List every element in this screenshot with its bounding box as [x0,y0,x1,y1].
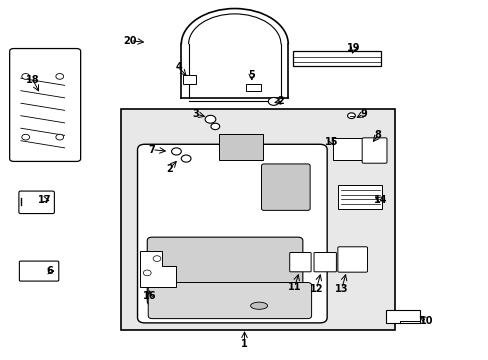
Text: 5: 5 [248,69,255,80]
Text: 4: 4 [175,63,182,72]
Text: 12: 12 [309,284,323,294]
FancyBboxPatch shape [20,261,59,281]
Text: 2: 2 [165,164,172,174]
FancyBboxPatch shape [337,247,367,272]
Text: 2: 2 [277,96,284,107]
FancyBboxPatch shape [313,252,336,272]
Polygon shape [140,251,176,287]
FancyBboxPatch shape [261,164,309,210]
FancyBboxPatch shape [385,310,419,323]
Text: 8: 8 [374,130,381,140]
Text: 13: 13 [334,284,348,294]
Circle shape [143,270,151,276]
FancyBboxPatch shape [338,185,381,209]
Text: 18: 18 [26,75,40,85]
FancyBboxPatch shape [137,144,326,323]
FancyBboxPatch shape [218,134,263,159]
Text: 10: 10 [419,316,433,326]
Text: 16: 16 [142,291,156,301]
Text: 20: 20 [123,36,137,46]
Text: 7: 7 [148,145,155,155]
Bar [120,109,394,330]
FancyBboxPatch shape [362,138,386,163]
FancyBboxPatch shape [10,49,81,161]
FancyBboxPatch shape [289,252,310,272]
Circle shape [268,98,279,105]
Text: 3: 3 [192,109,199,119]
FancyBboxPatch shape [246,84,261,91]
FancyBboxPatch shape [332,138,362,159]
FancyBboxPatch shape [148,283,311,319]
Text: 15: 15 [325,138,338,148]
Text: 9: 9 [360,109,366,119]
Circle shape [181,155,191,162]
FancyBboxPatch shape [292,51,380,66]
Circle shape [171,148,181,155]
Circle shape [347,113,355,118]
FancyBboxPatch shape [19,191,54,213]
FancyBboxPatch shape [147,237,302,305]
Circle shape [22,73,30,79]
Text: 17: 17 [39,195,52,204]
Circle shape [56,73,63,79]
Circle shape [56,134,63,140]
Ellipse shape [250,302,267,309]
FancyBboxPatch shape [183,75,196,84]
Text: 1: 1 [241,339,247,349]
Text: 14: 14 [373,195,386,204]
Circle shape [153,256,161,261]
Circle shape [204,115,215,123]
Circle shape [22,134,30,140]
Text: 19: 19 [346,43,360,53]
Text: 6: 6 [46,266,53,276]
Circle shape [210,123,219,130]
Text: 11: 11 [287,282,301,292]
